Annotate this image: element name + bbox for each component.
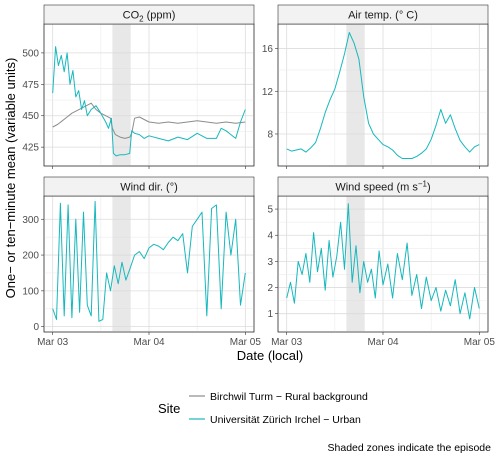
x-axis-title: Date (local) [237, 348, 303, 363]
y-tick-label: 0 [33, 322, 39, 333]
legend-item-rural: Birchwil Turm − Rural background [189, 391, 368, 403]
x-tick-label: Mar 03 [271, 337, 303, 348]
y-tick-label: 500 [22, 48, 39, 59]
legend: Site Birchwil Turm − Rural background Un… [158, 391, 368, 426]
strip-background [277, 176, 489, 197]
legend-title: Site [158, 401, 180, 416]
x-tick-label: Mar 04 [133, 337, 165, 348]
series-line-rural [52, 102, 246, 139]
panel-title: Wind speed (m s−1) [335, 180, 430, 194]
y-tick-label: 200 [22, 251, 39, 262]
y-tick-label: 300 [22, 215, 39, 226]
legend-item-urban: Universität Zürich Irchel − Urban [189, 414, 361, 426]
episode-shade [112, 24, 131, 166]
y-tick-label: 100 [22, 286, 39, 297]
y-tick-label: 3 [267, 257, 273, 268]
legend-label-urban: Universität Zürich Irchel − Urban [210, 414, 361, 426]
strip-background [43, 176, 255, 197]
y-tick-label: 16 [262, 44, 274, 55]
series-line-urban [52, 46, 246, 157]
legend-label-rural: Birchwil Turm − Rural background [210, 391, 368, 403]
panel-wspeed: 1 2 3 4 5 Wind speed (m s−1) Mar 03 Mar 04 Mar 0… [267, 176, 496, 348]
y-tick-label: 5 [267, 205, 273, 216]
y-tick-label: 475 [22, 80, 39, 91]
chart-caption: Shaded zones indicate the episode [328, 442, 492, 454]
series-line-urban [286, 203, 480, 320]
y-tick-label: 12 [262, 87, 274, 98]
x-tick-label: Mar 03 [37, 337, 69, 348]
y-tick-label: 450 [22, 111, 39, 122]
series-line-urban [52, 200, 246, 322]
y-tick-label: 1 [267, 309, 273, 320]
strip-background [43, 4, 255, 25]
y-tick-label: 2 [267, 283, 273, 294]
panel-title: Wind dir. (°) [120, 182, 178, 194]
episode-shade [346, 24, 365, 166]
y-tick-label: 4 [267, 231, 273, 242]
episode-shade [346, 196, 365, 332]
strip-background [277, 4, 489, 25]
panel-title: Air temp. (° C) [348, 10, 418, 22]
y-tick-label: 8 [267, 129, 273, 140]
y-tick-label: 425 [22, 143, 39, 154]
x-tick-label: Mar 05 [230, 337, 262, 348]
panel-wdir: 0 100 200 300 Wind dir. (°) Mar 03 Mar 04 Mar 0… [22, 176, 262, 348]
panel-title: CO2 (ppm) [123, 10, 176, 24]
panel-temp: 8 12 16 Air temp. (° C) [262, 4, 489, 169]
panel-co2: 425 450 475 500 CO2 (ppm) [22, 4, 255, 169]
series-line-urban [286, 32, 480, 159]
x-tick-label: Mar 04 [367, 337, 399, 348]
x-tick-label: Mar 05 [464, 337, 496, 348]
y-axis-title: One− or ten−minute mean (variable units) [3, 58, 18, 299]
